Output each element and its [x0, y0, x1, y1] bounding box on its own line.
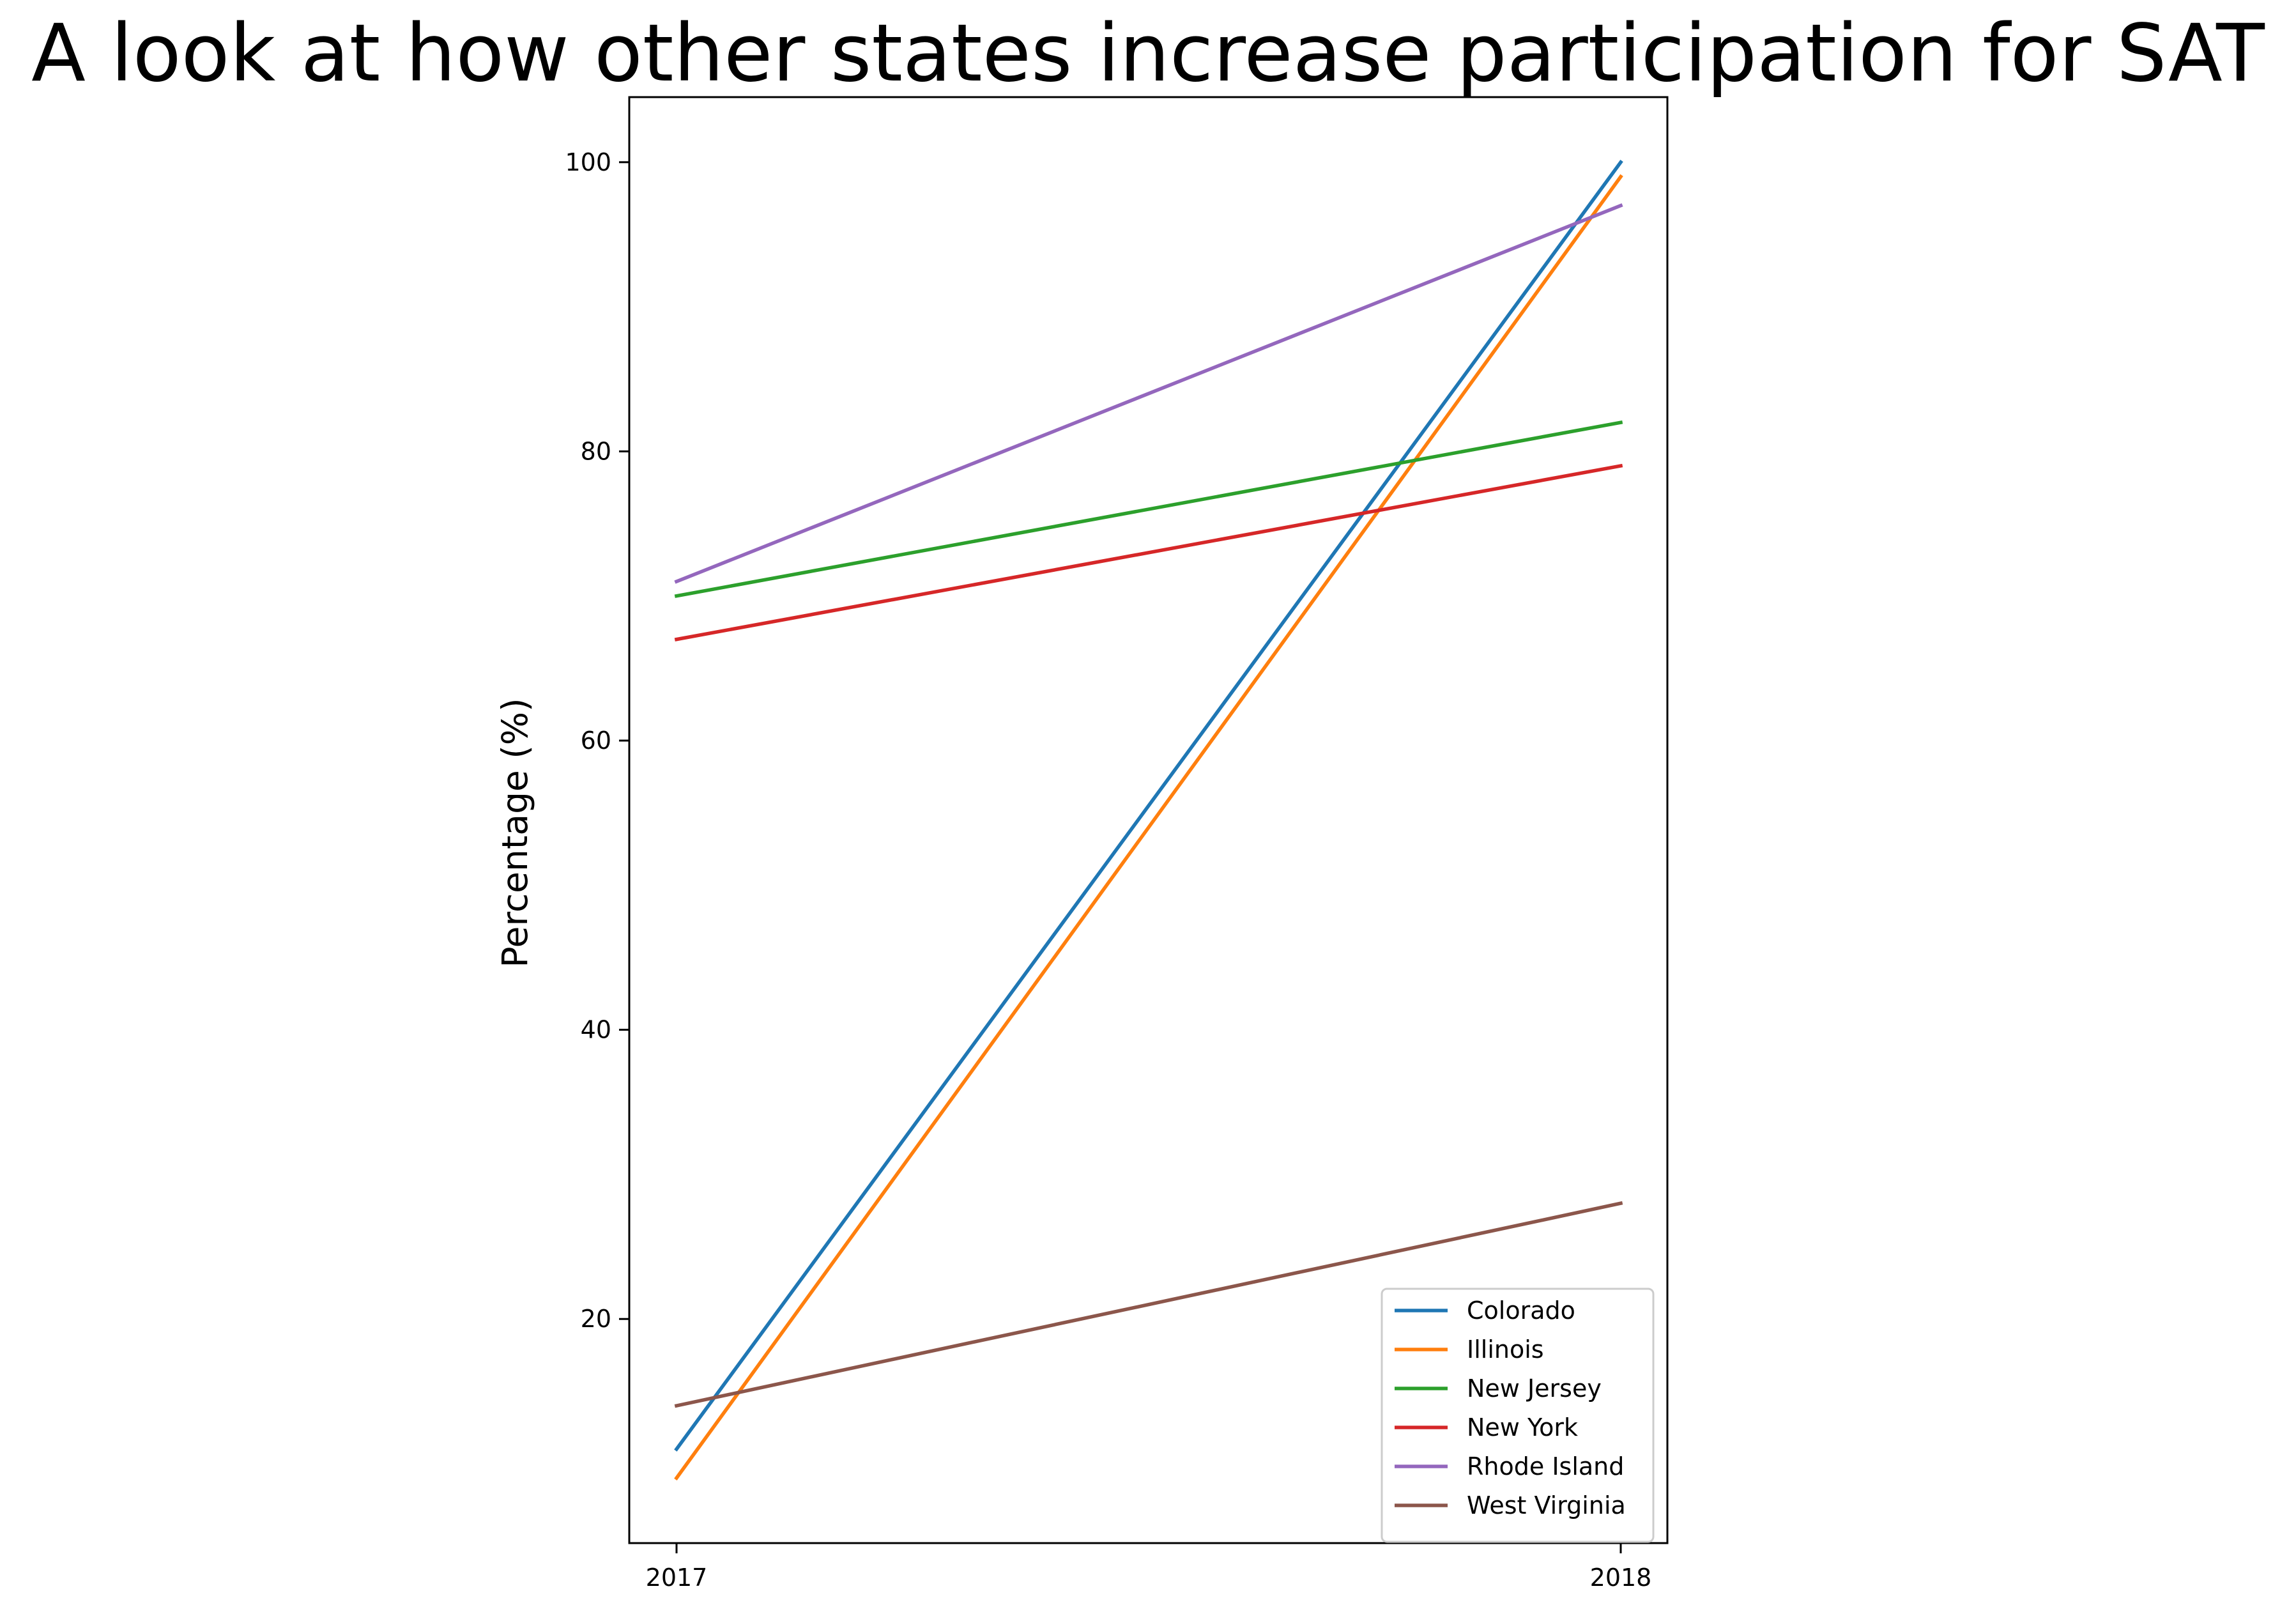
- y-tick-label: 100: [565, 148, 611, 176]
- legend-box: [1381, 1288, 1655, 1543]
- series-lines: [674, 159, 1623, 1481]
- legend: Colorado Illinois New Jersey New York Rhode …: [1381, 1288, 1655, 1543]
- y-axis: 20 40 60 80 100: [565, 148, 629, 1333]
- legend-label: Illinois: [1467, 1335, 1544, 1364]
- y-tick-label: 60: [581, 727, 611, 755]
- x-axis: 2017 2018: [646, 1543, 1652, 1592]
- series-line-rhode-island: [674, 203, 1623, 584]
- y-axis-label: Percentage (%): [494, 698, 535, 967]
- legend-label: New York: [1467, 1413, 1578, 1442]
- legend-label: Rhode Island: [1467, 1452, 1624, 1480]
- y-tick-label: 40: [581, 1016, 611, 1044]
- series-line-new-york: [674, 463, 1623, 642]
- legend-label: New Jersey: [1467, 1374, 1602, 1403]
- series-line-colorado: [674, 159, 1623, 1452]
- y-tick-label: 20: [581, 1305, 611, 1333]
- y-tick-label: 80: [581, 437, 611, 465]
- chart-title: A look at how other states increase part…: [31, 8, 2265, 100]
- plot-area: [628, 96, 1669, 1544]
- legend-label: West Virginia: [1467, 1491, 1626, 1519]
- axes-frame: [628, 96, 1669, 1544]
- series-line-west-virginia: [674, 1201, 1623, 1408]
- x-tick-label: 2018: [1590, 1564, 1652, 1592]
- legend-label: Colorado: [1467, 1296, 1575, 1325]
- series-line-new-jersey: [674, 420, 1623, 598]
- x-tick-label: 2017: [646, 1564, 708, 1592]
- series-line-illinois: [674, 174, 1623, 1481]
